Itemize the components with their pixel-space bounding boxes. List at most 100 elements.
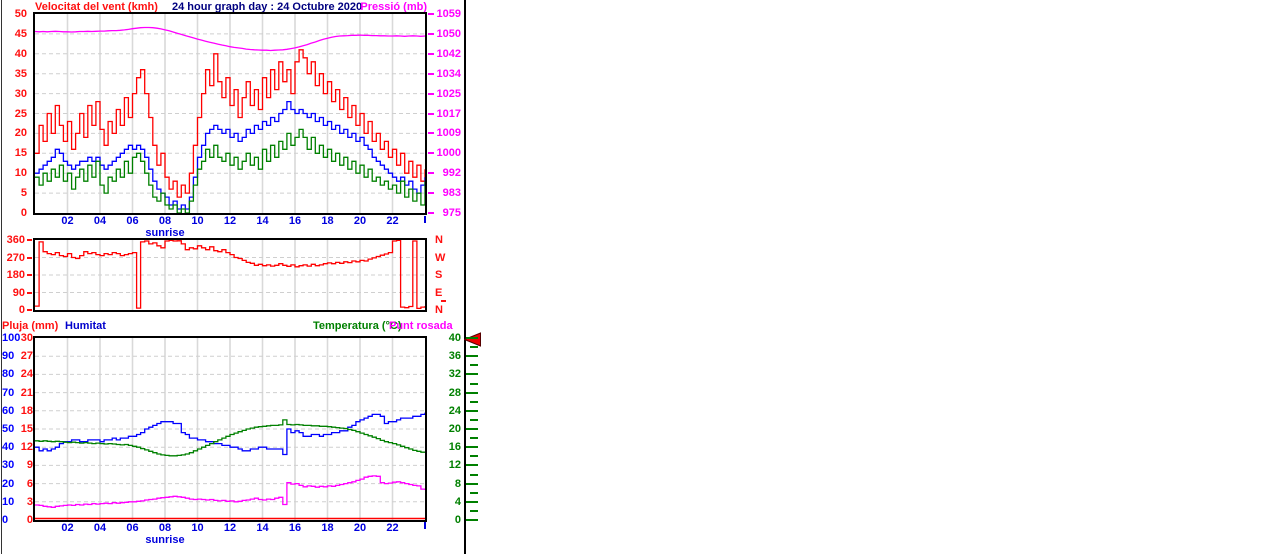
pressure-axis-tick: 992 bbox=[442, 167, 461, 180]
humidity-axis-tick: 60 bbox=[2, 404, 15, 417]
sunrise-label-bottom: sunrise bbox=[145, 534, 185, 546]
temperature-major-tick-dash bbox=[466, 519, 478, 521]
x-axis-label: 08 bbox=[158, 522, 172, 534]
direction-axis-tick-dash bbox=[27, 239, 32, 241]
direction-compass-label: W bbox=[435, 251, 446, 264]
pressure-axis-tick: 975 bbox=[442, 207, 461, 219]
temperature-major-tick-dash bbox=[466, 500, 478, 503]
graph-title: 24 hour graph day : 24 Octubre 2020 bbox=[172, 1, 363, 13]
humidity-axis-tick: 50 bbox=[2, 423, 15, 435]
direction-minor-tick-dash bbox=[441, 300, 446, 302]
x-axis-label: 12 bbox=[223, 215, 237, 227]
direction-compass-label: N bbox=[435, 234, 443, 246]
wind-pressure-chart bbox=[33, 12, 427, 215]
pressure-axis-tick-dash bbox=[428, 172, 434, 175]
pressure-axis-tick-dash bbox=[428, 152, 434, 155]
rain-axis-tick: 21 bbox=[20, 386, 33, 399]
wind-axis-tick: 5 bbox=[20, 187, 27, 200]
temperature-minor-tick-dash bbox=[470, 400, 478, 403]
x-axis-label: 02 bbox=[61, 522, 74, 534]
x-axis-label: 08 bbox=[158, 215, 172, 227]
temperature-axis-tick: 32 bbox=[448, 368, 461, 381]
temperature-major-tick-dash bbox=[466, 355, 478, 358]
x-axis-label: 16 bbox=[288, 522, 302, 534]
temperature-axis-tick: 40 bbox=[448, 332, 461, 344]
temperature-major-tick-dash bbox=[466, 337, 478, 339]
humidity-series-label: Humitat bbox=[65, 320, 106, 332]
pressure-axis-tick-dash bbox=[428, 52, 434, 55]
wind-axis-tick: 0 bbox=[20, 207, 27, 219]
humidity-axis-tick: 20 bbox=[2, 477, 15, 490]
pressure-axis-tick: 1042 bbox=[436, 47, 461, 60]
temperature-axis-tick: 20 bbox=[448, 423, 461, 435]
temperature-major-tick-dash bbox=[466, 409, 478, 412]
temperature-major-tick-dash bbox=[466, 482, 478, 485]
temperature-axis-tick: 4 bbox=[454, 495, 461, 508]
rain-axis-tick: 18 bbox=[20, 404, 33, 417]
x-axis-end-tick bbox=[424, 216, 426, 223]
direction-compass-label: E bbox=[435, 286, 443, 299]
x-axis-label: 18 bbox=[321, 522, 334, 534]
dewpoint-series-label: Punt rosada bbox=[389, 320, 453, 332]
window-left-border bbox=[1, 0, 2, 554]
sunrise-label-top: sunrise bbox=[145, 227, 185, 239]
humidity-axis-tick: 80 bbox=[2, 368, 15, 381]
pressure-axis-tick-dash bbox=[428, 192, 434, 195]
wind-axis-tick: 25 bbox=[14, 107, 27, 120]
temperature-minor-tick-dash bbox=[470, 364, 478, 367]
pressure-axis-tick: 1017 bbox=[436, 107, 461, 120]
wind-direction-chart bbox=[33, 238, 427, 312]
temp-scale-arrow-icon bbox=[464, 332, 481, 347]
rain-axis-tick: 6 bbox=[26, 477, 33, 490]
pressure-axis-tick: 1000 bbox=[436, 147, 461, 160]
x-axis-end-tick bbox=[424, 522, 426, 529]
x-axis-label: 16 bbox=[288, 215, 302, 227]
pressure-axis-tick-dash bbox=[428, 32, 434, 35]
x-axis-label: 18 bbox=[321, 215, 334, 227]
x-axis-label: 04 bbox=[93, 215, 107, 227]
rain-axis-tick: 30 bbox=[20, 332, 33, 344]
x-axis-label: 12 bbox=[223, 522, 237, 534]
wind-axis-tick: 30 bbox=[14, 87, 27, 100]
humidity-axis-tick: 70 bbox=[2, 386, 15, 399]
x-axis-label: 14 bbox=[256, 522, 269, 534]
wind-axis-tick: 20 bbox=[14, 127, 27, 140]
humidity-axis-tick: 90 bbox=[2, 350, 15, 363]
x-axis-label: 22 bbox=[386, 522, 399, 534]
wind-axis-tick: 40 bbox=[14, 47, 27, 60]
wind-axis-tick: 35 bbox=[14, 67, 27, 80]
pressure-axis-tick-dash bbox=[428, 112, 434, 115]
x-axis-label: 22 bbox=[386, 215, 399, 227]
window-divider bbox=[464, 0, 466, 554]
wind-axis-tick: 45 bbox=[14, 27, 27, 40]
pressure-axis-tick: 983 bbox=[442, 187, 461, 200]
pressure-axis-tick: 1059 bbox=[436, 8, 461, 20]
wind-axis-tick: 10 bbox=[14, 167, 27, 180]
rain-axis-tick: 9 bbox=[26, 459, 33, 472]
rain-series-label: Pluja (mm) bbox=[2, 320, 59, 332]
pressure-axis-tick: 1034 bbox=[436, 67, 461, 80]
temperature-minor-tick-dash bbox=[470, 382, 478, 385]
x-axis-label: 06 bbox=[126, 522, 139, 534]
rain-axis-tick: 27 bbox=[20, 350, 33, 363]
humidity-axis-tick: 100 bbox=[2, 332, 21, 344]
x-axis-label: 04 bbox=[93, 522, 107, 534]
temperature-axis-tick: 28 bbox=[448, 386, 461, 399]
temperature-minor-tick-dash bbox=[470, 509, 478, 512]
humidity-axis-tick: 40 bbox=[2, 441, 15, 454]
rain-axis-tick: 15 bbox=[20, 423, 33, 435]
temperature-major-tick-dash bbox=[466, 373, 478, 376]
x-axis-label: 10 bbox=[191, 215, 204, 227]
rain-axis-tick: 12 bbox=[20, 441, 33, 454]
temperature-minor-tick-dash bbox=[470, 455, 478, 458]
x-axis-label: 02 bbox=[61, 215, 74, 227]
direction-axis-tick: 180 bbox=[6, 269, 25, 281]
rain-humidity-temp-chart bbox=[33, 336, 427, 522]
temperature-major-tick-dash bbox=[466, 391, 478, 394]
pressure-axis-tick: 1009 bbox=[436, 127, 461, 140]
pressure-axis-tick-dash bbox=[428, 212, 434, 214]
rain-axis-tick: 0 bbox=[26, 514, 33, 526]
pressure-axis-tick-dash bbox=[428, 132, 434, 135]
x-axis-label: 14 bbox=[256, 215, 269, 227]
